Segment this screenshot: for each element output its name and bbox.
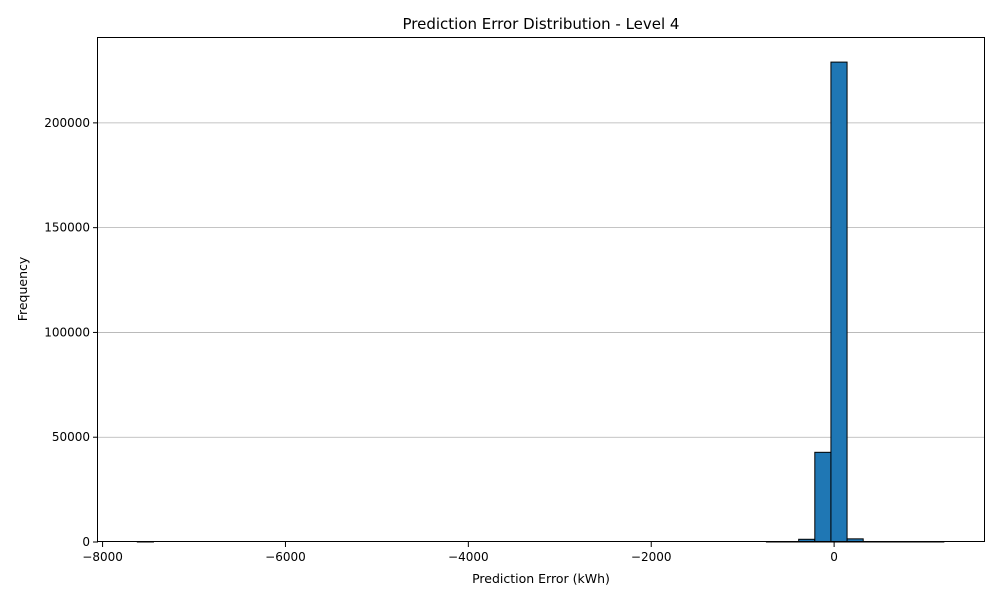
y-axis-label: Frequency — [15, 256, 30, 321]
chart-title: Prediction Error Distribution - Level 4 — [403, 15, 680, 33]
x-tick-label: 0 — [830, 550, 838, 564]
x-tick-label: −4000 — [448, 550, 489, 564]
histogram-bar — [814, 451, 832, 543]
y-tick-label: 150000 — [44, 221, 90, 235]
x-tick-label: −8000 — [82, 550, 123, 564]
x-tick-label: −6000 — [265, 550, 306, 564]
x-axis-label: Prediction Error (kWh) — [472, 571, 610, 586]
y-tick-label: 0 — [82, 535, 90, 549]
x-tick-label: −2000 — [631, 550, 672, 564]
x-axis-ticks: −8000 −6000 −4000 −2000 0 — [82, 542, 838, 564]
y-axis-ticks: 0 50000 100000 150000 200000 — [44, 116, 98, 549]
y-tick-label: 50000 — [52, 430, 90, 444]
histogram-bar — [830, 61, 848, 543]
y-tick-label: 100000 — [44, 325, 90, 339]
plot-frame — [97, 37, 985, 542]
y-tick-label: 200000 — [44, 116, 90, 130]
